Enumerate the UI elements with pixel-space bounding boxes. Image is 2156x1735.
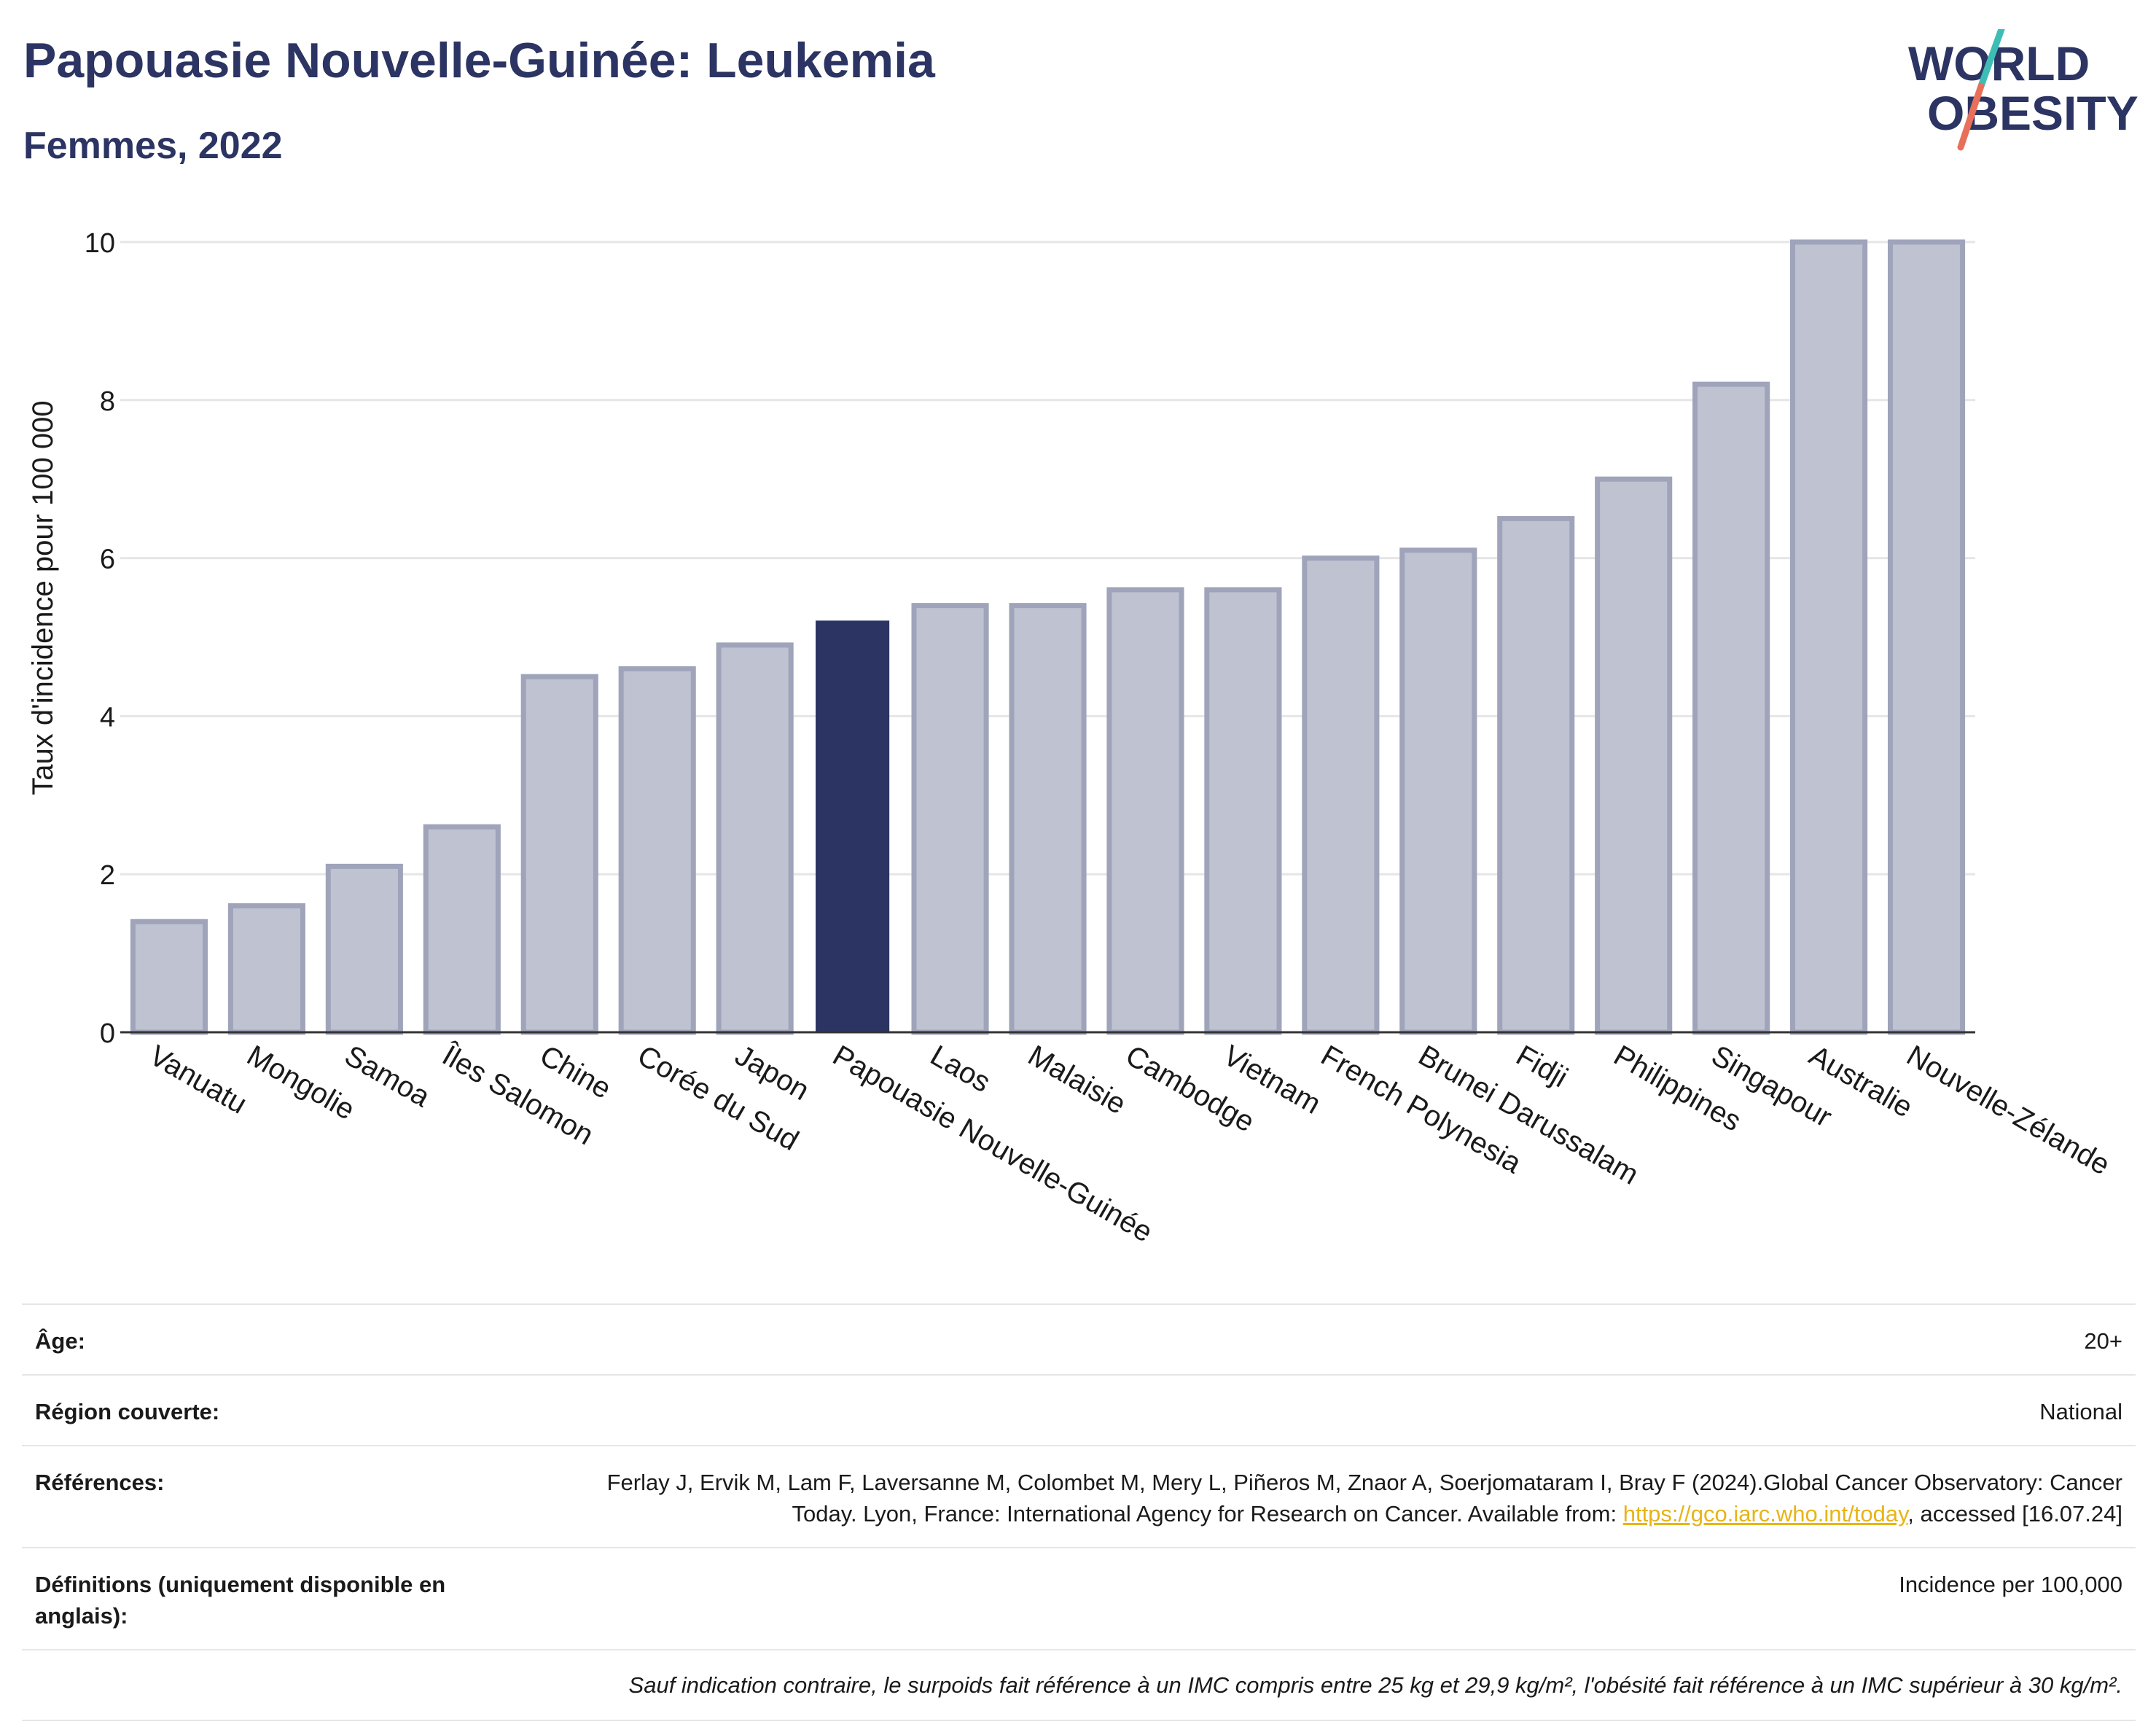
y-tick-label: 0 bbox=[100, 1018, 115, 1049]
x-tick-label: Fidji bbox=[1511, 1040, 1574, 1094]
x-tick-label: Nouvelle-Zélande bbox=[1902, 1040, 2116, 1182]
bar bbox=[716, 642, 794, 1035]
info-row-region: Région couverte: National bbox=[22, 1374, 2136, 1445]
bar bbox=[1009, 603, 1087, 1035]
bar bbox=[423, 824, 501, 1035]
y-tick-label: 10 bbox=[85, 228, 115, 259]
bar bbox=[130, 919, 208, 1035]
definitions-label: Définitions (uniquement disponible en an… bbox=[35, 1572, 446, 1629]
bar bbox=[227, 903, 305, 1035]
region-value: National bbox=[2039, 1399, 2122, 1424]
x-tick-label: Laos bbox=[925, 1040, 996, 1099]
bar bbox=[1399, 547, 1477, 1035]
age-value: 20+ bbox=[2084, 1328, 2122, 1354]
x-tick-label: Mongolie bbox=[241, 1040, 360, 1126]
bar bbox=[1887, 239, 1966, 1035]
bars bbox=[130, 239, 1966, 1035]
x-tick-label: Corée du Sud bbox=[632, 1040, 804, 1158]
logo-slash-top bbox=[1977, 29, 2005, 90]
world-obesity-logo: WORLD OBESITY bbox=[1908, 29, 2139, 151]
age-label: Âge: bbox=[35, 1328, 85, 1354]
references-label: Références: bbox=[35, 1470, 165, 1495]
references-value: Ferlay J, Ervik M, Lam F, Laversanne M, … bbox=[555, 1467, 2122, 1529]
bar bbox=[1106, 587, 1184, 1035]
footnote: Sauf indication contraire, le surpoids f… bbox=[22, 1649, 2136, 1721]
info-row-references: Références: Ferlay J, Ervik M, Lam F, La… bbox=[22, 1445, 2136, 1547]
y-tick-label: 8 bbox=[100, 386, 115, 417]
info-row-age: Âge: 20+ bbox=[22, 1303, 2136, 1374]
references-accessed: , accessed [16.07.24] bbox=[1907, 1501, 2122, 1527]
y-tick-label: 2 bbox=[100, 860, 115, 891]
bar-highlight bbox=[816, 620, 890, 1033]
bar bbox=[1497, 515, 1575, 1035]
bar bbox=[1302, 555, 1380, 1035]
y-tick-label: 4 bbox=[100, 702, 115, 733]
definitions-value: Incidence per 100,000 bbox=[1899, 1572, 2122, 1597]
references-link[interactable]: https://gco.iarc.who.int/today bbox=[1622, 1501, 1908, 1527]
y-tick-labels: 0 2 4 6 8 10 bbox=[85, 228, 115, 1049]
x-tick-label: Malaisie bbox=[1023, 1040, 1131, 1120]
bar bbox=[325, 863, 403, 1035]
region-label: Région couverte: bbox=[35, 1399, 220, 1424]
bar bbox=[520, 674, 598, 1035]
logo-slash-bottom bbox=[1957, 82, 1985, 151]
page-subtitle: Femmes, 2022 bbox=[23, 125, 283, 167]
y-axis-label: Taux d'incidence pour 100 000 bbox=[27, 400, 59, 795]
bar bbox=[1790, 239, 1868, 1035]
bar bbox=[1692, 381, 1770, 1035]
info-table: Âge: 20+ Région couverte: National Référ… bbox=[22, 1303, 2136, 1721]
info-row-definitions: Définitions (uniquement disponible en an… bbox=[22, 1547, 2136, 1649]
references-text: Ferlay J, Ervik M, Lam F, Laversanne M, … bbox=[606, 1470, 2122, 1527]
bar bbox=[1595, 476, 1673, 1035]
bar bbox=[618, 666, 696, 1035]
x-tick-label: Vanuatu bbox=[144, 1040, 251, 1120]
y-tick-label: 6 bbox=[100, 545, 115, 575]
page-title: Papouasie Nouvelle-Guinée: Leukemia bbox=[23, 33, 935, 88]
logo-text-obesity: OBESITY bbox=[1927, 86, 2139, 140]
bar bbox=[1204, 587, 1282, 1035]
bar bbox=[911, 603, 989, 1035]
